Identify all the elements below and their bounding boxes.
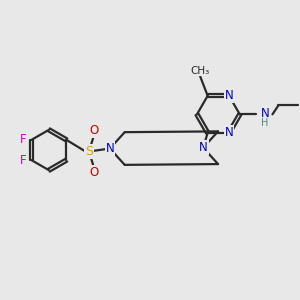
- Text: N: N: [199, 141, 208, 154]
- Text: N: N: [261, 107, 269, 120]
- Text: H: H: [261, 118, 269, 128]
- Text: S: S: [85, 145, 93, 158]
- Text: O: O: [89, 124, 98, 136]
- Text: CH₃: CH₃: [190, 65, 210, 76]
- Text: F: F: [20, 134, 26, 146]
- Text: N: N: [225, 89, 233, 102]
- Text: F: F: [20, 154, 26, 166]
- Text: N: N: [106, 142, 114, 155]
- Text: N: N: [225, 126, 233, 140]
- Text: O: O: [89, 167, 98, 179]
